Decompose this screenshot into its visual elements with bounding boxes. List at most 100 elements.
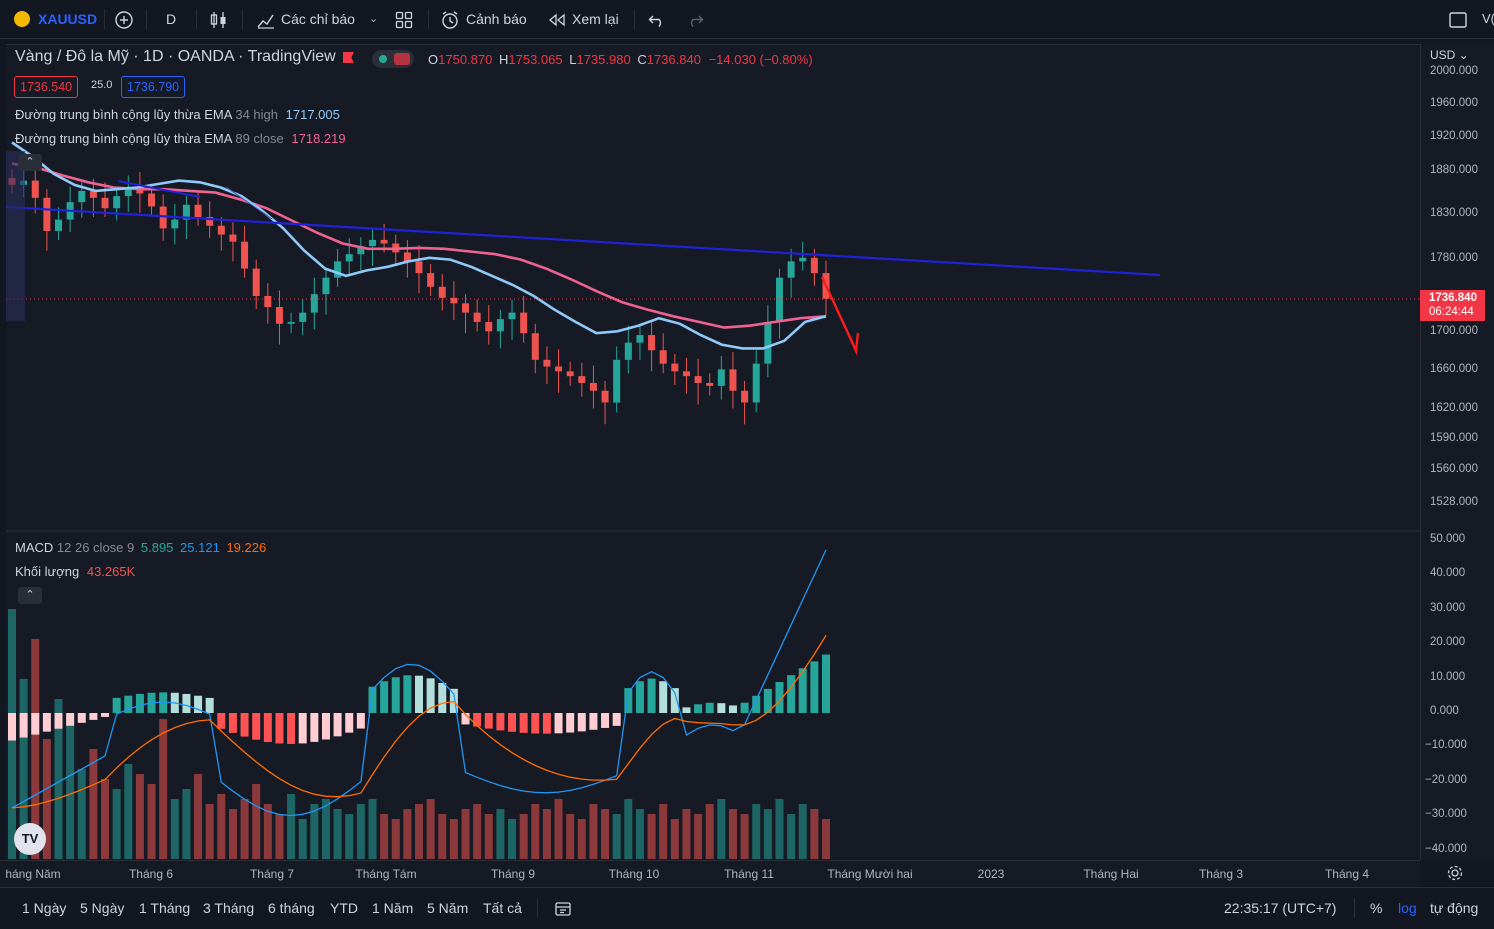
range-button[interactable]: 1 Năm (372, 900, 414, 916)
macd-line (11, 549, 827, 817)
volume-bar (77, 769, 86, 859)
buy-price-button[interactable]: 1736.790 (121, 76, 186, 98)
chart-pane[interactable] (6, 44, 1420, 861)
volume-bar (333, 809, 342, 859)
compare-symbol-icon[interactable] (114, 0, 134, 38)
replay-button[interactable]: Xem lại (572, 11, 619, 27)
left-range-highlight (6, 151, 25, 321)
chart-settings-gear-icon[interactable] (1446, 864, 1464, 882)
volume-bar (240, 799, 249, 859)
macd-histogram-bar (496, 713, 505, 731)
macd-histogram-bar (89, 713, 98, 720)
macd-histogram-bar (740, 702, 749, 713)
ema34-value: 1717.005 (285, 107, 340, 122)
candle-body (636, 335, 644, 343)
candle-body (648, 335, 656, 351)
candle-body (171, 219, 179, 229)
down-arrow-drawing[interactable] (820, 276, 855, 345)
short-trendline-drawing[interactable] (117, 180, 201, 198)
down-arrow-head-icon (846, 332, 860, 356)
range-button[interactable]: 3 Tháng (203, 900, 255, 916)
chart-canvas[interactable] (6, 45, 1420, 861)
volume-bar (601, 809, 610, 859)
tradingview-logo-icon[interactable]: TV (14, 823, 46, 855)
interval-button[interactable]: D (166, 11, 177, 27)
collapse-legend-button[interactable]: ⌃ (18, 154, 42, 171)
toolbar-divider (428, 9, 429, 29)
toolbar-divider (196, 9, 197, 29)
volume-bar (147, 784, 156, 859)
time-axis[interactable]: háng Năm Tháng 6 Tháng 7 Tháng Tám Tháng 9 Th… (0, 860, 1420, 887)
replay-icon[interactable] (548, 0, 566, 38)
log-scale-toggle[interactable]: log (1398, 900, 1417, 916)
range-button[interactable]: 5 Năm (427, 900, 469, 916)
candle-body (671, 363, 679, 372)
clock-timezone[interactable]: 22:35:17 (UTC+7) (1224, 900, 1337, 916)
range-button[interactable]: 5 Ngày (80, 900, 125, 916)
undo-icon[interactable] (648, 0, 666, 38)
volume-bar (566, 814, 575, 859)
ohlc-open: 1750.870 (438, 52, 493, 67)
volume-bar (205, 804, 214, 859)
price-axis[interactable]: USD ⌄ (1420, 44, 1494, 860)
range-button[interactable]: 6 tháng (268, 900, 315, 916)
macd-legend[interactable]: MACD 12 26 close 9 5.895 25.121 19.226 (15, 540, 266, 555)
volume-bar (752, 804, 761, 859)
ema34-params: 34 high (235, 107, 278, 122)
auto-scale-toggle[interactable]: tự động (1430, 900, 1479, 916)
candle-body (601, 390, 609, 403)
range-button[interactable]: Tất cả (483, 900, 522, 916)
macd-histogram-bar (124, 695, 133, 713)
volume-bar (519, 814, 528, 859)
volume-bar (635, 809, 644, 859)
candle-body (322, 277, 330, 295)
range-button[interactable]: 1 Tháng (139, 900, 191, 916)
alert-button[interactable]: Cảnh báo (466, 11, 527, 27)
macd-histogram-bar (473, 713, 482, 727)
market-status-badge[interactable] (372, 50, 414, 68)
redo-icon[interactable] (686, 0, 704, 38)
macd-histogram-bar (356, 713, 365, 729)
range-button[interactable]: 1 Ngày (22, 900, 67, 916)
thin-trendline-drawing[interactable] (225, 186, 273, 220)
time-tick-label: Tháng Hai (1083, 867, 1139, 881)
ohlc-close-key: C (637, 52, 647, 67)
indicator-templates-chevron-icon[interactable]: ⌄ (369, 13, 379, 25)
candle-body (473, 312, 481, 322)
ema34-legend[interactable]: Đường trung bình cộng lũy thừa EMA 34 hi… (15, 107, 340, 122)
volume-bar (740, 814, 749, 859)
ema89-legend[interactable]: Đường trung bình cộng lũy thừa EMA 89 cl… (15, 131, 346, 146)
date-range-icon[interactable] (554, 888, 572, 929)
top-toolbar: XAUUSD D Các chỉ báo ⌄ Cảnh báo Xem lại … (0, 0, 1494, 39)
symbol-search-button[interactable]: XAUUSD (38, 11, 98, 27)
layout-grid-icon[interactable] (395, 0, 413, 38)
candle-body (589, 382, 597, 391)
sell-price-button[interactable]: 1736.540 (14, 76, 79, 98)
alert-clock-icon[interactable] (440, 0, 460, 38)
macd-histogram-bar (368, 686, 377, 713)
macd-histogram-bar (566, 713, 575, 733)
volume-bar (159, 719, 168, 859)
chart-title-flag-icon[interactable] (343, 52, 354, 63)
price-tick-label: 1960.000 (1430, 97, 1478, 110)
candle-body (113, 196, 121, 209)
candles-chart-type-icon[interactable] (210, 0, 228, 38)
volume-bar (287, 794, 296, 859)
candle-body (764, 321, 772, 364)
indicators-button[interactable]: Các chỉ báo (281, 11, 355, 27)
volume-bar (310, 804, 319, 859)
candle-body (706, 382, 714, 386)
time-tick-label: Tháng 11 (724, 867, 774, 881)
collapse-macd-legend-button[interactable]: ⌃ (18, 587, 42, 604)
volume-legend[interactable]: Khối lượng 43.265K (15, 564, 135, 579)
currency-selector[interactable]: USD ⌄ (1430, 48, 1469, 62)
time-tick-label: 2023 (977, 867, 1005, 881)
candle-body (729, 369, 737, 391)
trendline-drawing[interactable] (6, 205, 1161, 277)
volume-bar (194, 774, 203, 859)
volume-bar (66, 719, 75, 859)
indicators-icon[interactable] (256, 0, 276, 38)
fullscreen-icon[interactable] (1448, 0, 1468, 38)
range-button[interactable]: YTD (330, 900, 358, 916)
percent-scale-toggle[interactable]: % (1370, 900, 1383, 916)
